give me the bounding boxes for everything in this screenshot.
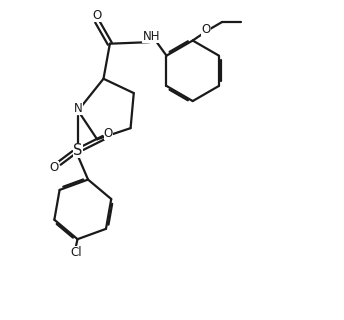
Text: NH: NH	[142, 30, 160, 43]
Text: O: O	[50, 161, 59, 174]
Text: Cl: Cl	[70, 246, 82, 259]
Text: O: O	[104, 127, 113, 140]
Text: N: N	[74, 101, 82, 115]
Text: O: O	[202, 22, 211, 36]
Text: S: S	[73, 143, 83, 158]
Text: O: O	[93, 9, 102, 22]
